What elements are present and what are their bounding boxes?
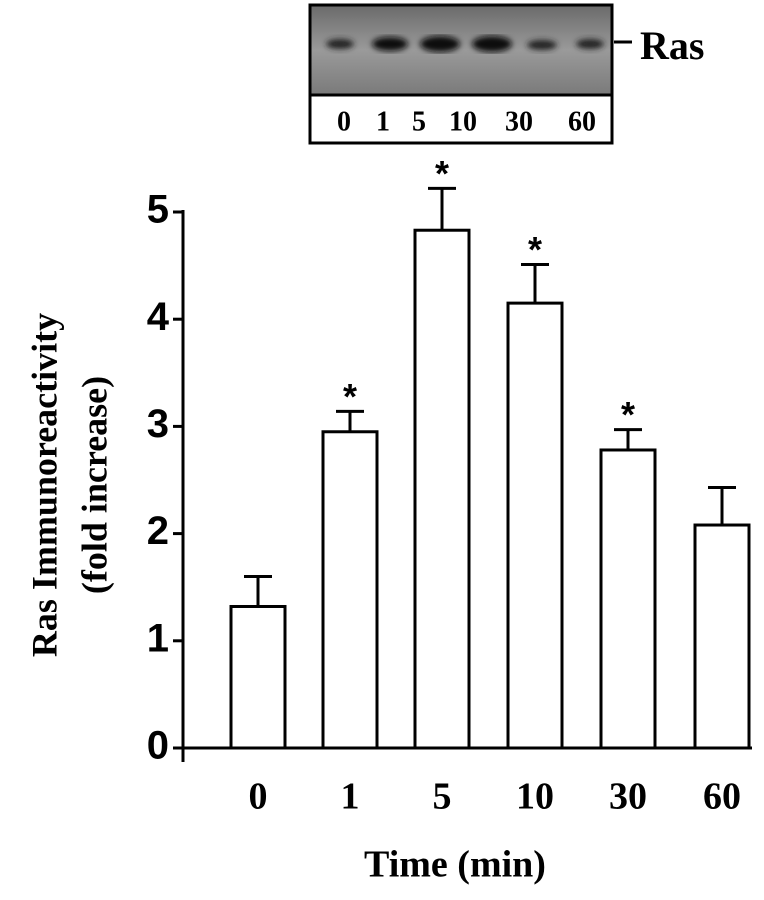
- y-axis-label: Ras Immunoreactivity: [24, 313, 64, 657]
- lane-label: 30: [505, 106, 533, 137]
- x-tick-label: 0: [249, 776, 268, 818]
- lane-label-box: [308, 93, 614, 145]
- y-tick-label: 0: [147, 724, 169, 768]
- blot-bands: [326, 36, 604, 52]
- bar: [599, 448, 657, 750]
- blot-image: [308, 3, 614, 97]
- x-tick-label: 5: [433, 776, 452, 818]
- x-tick-label: 60: [703, 776, 741, 818]
- x-tick-label: 1: [341, 776, 360, 818]
- bar: [413, 228, 471, 750]
- lane-label: 1: [376, 106, 390, 137]
- y-tick-label: 3: [147, 402, 169, 446]
- lane-label: 5: [412, 106, 426, 137]
- significance-marker: *: [528, 229, 542, 270]
- y-tick-label: 5: [147, 188, 169, 232]
- y-tick-label: 4: [147, 295, 170, 339]
- bar: [229, 604, 287, 750]
- significance-marker: *: [435, 153, 449, 194]
- x-axis-label: Time (min): [364, 844, 546, 886]
- bar: [321, 430, 379, 750]
- bar: [506, 301, 564, 750]
- lane-label: 60: [568, 106, 596, 137]
- lane-label: 0: [337, 106, 351, 137]
- bar: [693, 523, 751, 750]
- significance-marker: *: [343, 376, 357, 417]
- x-tick-label: 30: [609, 776, 647, 818]
- significance-marker: *: [621, 394, 635, 435]
- y-tick-label: 2: [147, 509, 169, 553]
- y-axis-label: (fold increase): [74, 376, 114, 594]
- y-tick-label: 1: [147, 616, 169, 660]
- lane-label: 10: [449, 106, 477, 137]
- blot-inset: Ras: [308, 3, 704, 145]
- x-tick-label: 10: [516, 776, 554, 818]
- blot-label: Ras: [640, 23, 704, 68]
